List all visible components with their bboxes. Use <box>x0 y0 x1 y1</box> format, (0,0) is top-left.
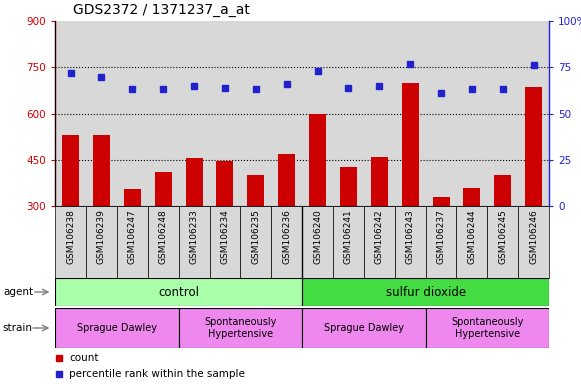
Text: GSM106233: GSM106233 <box>189 210 199 265</box>
Bar <box>55 308 179 348</box>
Text: Sprague Dawley: Sprague Dawley <box>324 323 404 333</box>
Bar <box>55 278 302 306</box>
Text: GSM106242: GSM106242 <box>375 210 384 264</box>
Bar <box>309 114 326 206</box>
Text: GSM106240: GSM106240 <box>313 210 322 264</box>
Bar <box>55 206 86 278</box>
Bar <box>401 83 419 206</box>
Bar <box>432 197 450 206</box>
Bar <box>155 172 172 206</box>
Text: GSM106245: GSM106245 <box>498 210 507 264</box>
Text: GSM106239: GSM106239 <box>97 210 106 265</box>
Bar <box>302 278 549 306</box>
Text: Spontaneously
Hypertensive: Spontaneously Hypertensive <box>204 317 277 339</box>
Bar <box>371 157 388 206</box>
Text: percentile rank within the sample: percentile rank within the sample <box>69 369 245 379</box>
Bar <box>333 206 364 278</box>
Text: GSM106237: GSM106237 <box>436 210 446 265</box>
Bar <box>518 206 549 278</box>
Text: GSM106234: GSM106234 <box>220 210 229 264</box>
Bar <box>210 206 241 278</box>
Bar <box>271 206 302 278</box>
Bar <box>364 206 394 278</box>
Text: GSM106247: GSM106247 <box>128 210 137 264</box>
Bar <box>217 161 234 206</box>
Bar <box>179 206 210 278</box>
Bar <box>86 206 117 278</box>
Text: control: control <box>158 285 199 298</box>
Text: GSM106246: GSM106246 <box>529 210 538 264</box>
Bar <box>179 308 302 348</box>
Text: count: count <box>69 353 99 363</box>
Text: Sprague Dawley: Sprague Dawley <box>77 323 157 333</box>
Bar <box>148 206 179 278</box>
Bar <box>124 189 141 206</box>
Text: GSM106248: GSM106248 <box>159 210 168 264</box>
Bar <box>248 175 264 206</box>
Bar <box>185 158 203 206</box>
Text: GDS2372 / 1371237_a_at: GDS2372 / 1371237_a_at <box>73 3 249 17</box>
Text: agent: agent <box>3 287 33 297</box>
Text: sulfur dioxide: sulfur dioxide <box>386 285 465 298</box>
Bar <box>525 87 542 206</box>
Bar <box>494 175 511 206</box>
Text: GSM106243: GSM106243 <box>406 210 415 264</box>
Bar <box>62 135 79 206</box>
Text: GSM106236: GSM106236 <box>282 210 291 265</box>
Bar <box>425 206 457 278</box>
Bar <box>278 154 295 206</box>
Text: Spontaneously
Hypertensive: Spontaneously Hypertensive <box>451 317 523 339</box>
Text: strain: strain <box>3 323 33 333</box>
Bar <box>464 187 480 206</box>
Text: GSM106238: GSM106238 <box>66 210 75 265</box>
Bar <box>302 308 425 348</box>
Bar <box>117 206 148 278</box>
Text: GSM106244: GSM106244 <box>467 210 476 264</box>
Bar <box>425 308 549 348</box>
Text: GSM106235: GSM106235 <box>252 210 260 265</box>
Text: GSM106241: GSM106241 <box>344 210 353 264</box>
Bar <box>241 206 271 278</box>
Bar <box>340 167 357 206</box>
Bar <box>394 206 425 278</box>
Bar <box>302 206 333 278</box>
Bar <box>93 135 110 206</box>
Bar <box>487 206 518 278</box>
Bar <box>457 206 487 278</box>
